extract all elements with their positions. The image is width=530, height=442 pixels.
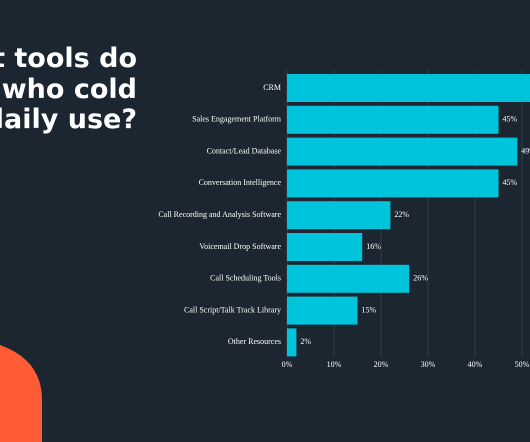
bar — [287, 296, 358, 325]
x-tick-label: 0% — [282, 360, 293, 369]
value-label: 2% — [300, 337, 311, 346]
title-line: s who cold — [0, 74, 137, 105]
bar — [287, 233, 363, 261]
y-tick-label: Call Scheduling Tools — [210, 274, 281, 283]
value-label: 15% — [362, 305, 377, 314]
y-tick-label: Other Resources — [228, 337, 281, 346]
y-tick-label: Call Recording and Analysis Software — [158, 210, 281, 219]
value-label: 49% — [521, 146, 530, 155]
y-tick-label: Voicemail Drop Software — [199, 242, 281, 251]
bar — [287, 105, 499, 134]
y-tick-label: Conversation Intelligence — [199, 178, 282, 187]
bar — [287, 328, 297, 357]
y-tick-label: CRM — [263, 83, 281, 92]
x-tick-label: 50% — [515, 360, 530, 369]
bar — [287, 74, 530, 102]
y-tick-label: Sales Engagement Platform — [192, 115, 282, 124]
title-line: at tools do — [0, 43, 137, 74]
value-label: 26% — [413, 274, 428, 283]
bar — [287, 169, 499, 198]
x-tick-label: 20% — [374, 360, 389, 369]
bar — [287, 137, 518, 166]
x-tick-label: 40% — [468, 360, 483, 369]
value-label: 16% — [366, 242, 381, 251]
bar — [287, 201, 391, 230]
x-tick-label: 30% — [421, 360, 436, 369]
y-tick-label: Call Script/Talk Track Library — [184, 305, 281, 314]
value-label: 45% — [503, 115, 518, 124]
value-label: 45% — [503, 178, 518, 187]
y-tick-label: Contact/Lead Database — [207, 146, 282, 155]
decoration — [0, 345, 42, 442]
x-tick-label: 10% — [327, 360, 342, 369]
bar — [287, 264, 410, 293]
value-label: 22% — [394, 210, 409, 219]
